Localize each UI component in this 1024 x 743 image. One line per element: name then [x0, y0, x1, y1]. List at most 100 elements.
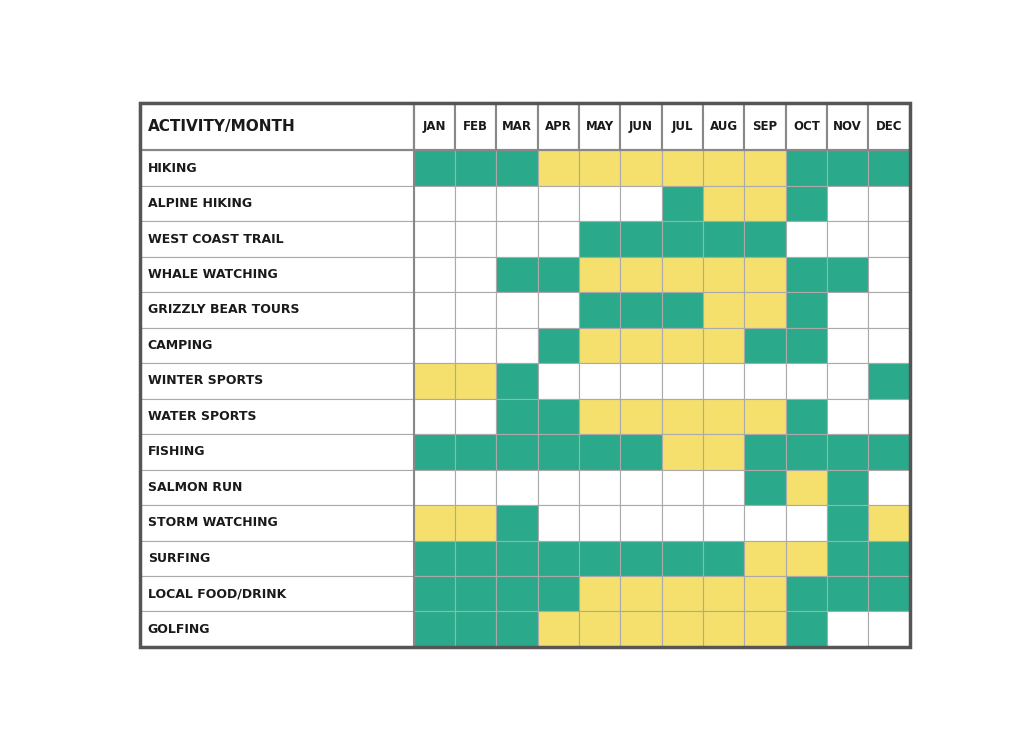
Bar: [827, 505, 868, 541]
Bar: [140, 292, 414, 328]
Bar: [455, 434, 497, 470]
Bar: [662, 221, 703, 257]
Bar: [662, 292, 703, 328]
Bar: [785, 470, 827, 505]
Bar: [744, 292, 785, 328]
Bar: [703, 103, 744, 150]
Bar: [868, 505, 909, 541]
Bar: [140, 186, 414, 221]
Bar: [497, 292, 538, 328]
Bar: [868, 576, 909, 611]
Bar: [538, 328, 579, 363]
Bar: [414, 186, 455, 221]
Bar: [579, 399, 621, 434]
Bar: [497, 611, 538, 647]
Bar: [579, 328, 621, 363]
Bar: [827, 328, 868, 363]
Bar: [579, 611, 621, 647]
Bar: [785, 505, 827, 541]
Bar: [621, 328, 662, 363]
Bar: [744, 150, 785, 186]
Bar: [621, 150, 662, 186]
Bar: [744, 103, 785, 150]
Bar: [140, 257, 414, 292]
Bar: [414, 150, 455, 186]
Text: MAY: MAY: [586, 120, 613, 134]
Bar: [703, 186, 744, 221]
Bar: [827, 186, 868, 221]
Bar: [703, 611, 744, 647]
Bar: [497, 221, 538, 257]
Bar: [868, 611, 909, 647]
Text: STORM WATCHING: STORM WATCHING: [147, 516, 278, 529]
Text: FEB: FEB: [463, 120, 488, 134]
Bar: [140, 470, 414, 505]
Bar: [785, 150, 827, 186]
Bar: [140, 150, 414, 186]
Bar: [140, 576, 414, 611]
Bar: [621, 186, 662, 221]
Bar: [414, 328, 455, 363]
Bar: [538, 434, 579, 470]
Bar: [868, 541, 909, 576]
Bar: [703, 399, 744, 434]
Bar: [455, 328, 497, 363]
Bar: [827, 150, 868, 186]
Bar: [140, 541, 414, 576]
Bar: [621, 505, 662, 541]
Bar: [140, 611, 414, 647]
Bar: [785, 257, 827, 292]
Bar: [744, 541, 785, 576]
Bar: [579, 363, 621, 399]
Bar: [785, 186, 827, 221]
Bar: [868, 221, 909, 257]
Bar: [703, 541, 744, 576]
Bar: [455, 150, 497, 186]
Bar: [868, 470, 909, 505]
Text: JUL: JUL: [672, 120, 693, 134]
Bar: [497, 103, 538, 150]
Bar: [703, 328, 744, 363]
Bar: [497, 505, 538, 541]
Bar: [868, 363, 909, 399]
Bar: [414, 576, 455, 611]
Bar: [579, 103, 621, 150]
Bar: [455, 611, 497, 647]
Bar: [662, 103, 703, 150]
Bar: [455, 363, 497, 399]
Bar: [414, 399, 455, 434]
Bar: [538, 576, 579, 611]
Bar: [703, 505, 744, 541]
Bar: [140, 505, 414, 541]
Bar: [827, 221, 868, 257]
Bar: [414, 505, 455, 541]
Bar: [455, 257, 497, 292]
Bar: [455, 186, 497, 221]
Bar: [662, 257, 703, 292]
Bar: [579, 186, 621, 221]
Bar: [868, 103, 909, 150]
Bar: [414, 103, 455, 150]
Bar: [621, 541, 662, 576]
Text: DEC: DEC: [876, 120, 902, 134]
Bar: [785, 103, 827, 150]
Bar: [538, 103, 579, 150]
Bar: [455, 292, 497, 328]
Bar: [662, 399, 703, 434]
Bar: [703, 150, 744, 186]
Bar: [744, 576, 785, 611]
Bar: [785, 292, 827, 328]
Text: GOLFING: GOLFING: [147, 623, 210, 636]
Bar: [662, 470, 703, 505]
Bar: [744, 363, 785, 399]
Text: FISHING: FISHING: [147, 445, 206, 458]
Bar: [621, 434, 662, 470]
Bar: [579, 576, 621, 611]
Bar: [579, 505, 621, 541]
Bar: [785, 399, 827, 434]
Bar: [497, 363, 538, 399]
Bar: [538, 257, 579, 292]
Bar: [538, 221, 579, 257]
Bar: [621, 470, 662, 505]
Text: WEST COAST TRAIL: WEST COAST TRAIL: [147, 233, 284, 245]
